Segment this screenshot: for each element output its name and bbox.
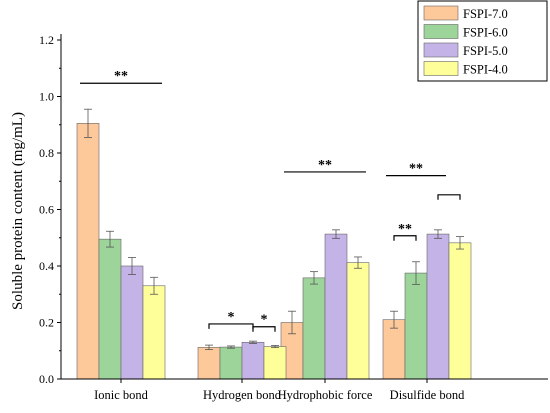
y-tick-label: 0.2 <box>39 316 54 330</box>
bar-FSPI-6.0-1 <box>219 346 243 380</box>
legend-swatch <box>423 24 459 39</box>
bars-layer <box>76 123 472 380</box>
legend-label: FSPI-5.0 <box>463 44 508 58</box>
significance-label: ** <box>409 162 423 177</box>
y-tick-label: 0.6 <box>39 203 54 217</box>
error-bars-layer <box>84 108 464 351</box>
bar-FSPI-4.0-3 <box>448 242 472 380</box>
significance-bracket <box>252 326 276 332</box>
significance-label: ** <box>114 69 128 84</box>
y-tick-label: 1.0 <box>39 90 54 104</box>
y-tick-label: 1.2 <box>39 33 54 47</box>
bar-FSPI-7.0-1 <box>197 347 221 380</box>
y-ticks-layer: 0.0 0.2 0.4 0.6 0.8 1.0 1.2 <box>39 33 61 386</box>
bar-FSPI-4.0-1 <box>263 346 287 380</box>
bar-FSPI-6.0-3 <box>404 272 428 380</box>
legend-label: FSPI-7.0 <box>463 7 508 21</box>
bar-FSPI-6.0-0 <box>98 238 122 380</box>
x-category-label: Ionic bond <box>94 388 149 402</box>
x-category-label: Hydrophobic force <box>278 388 373 402</box>
y-axis-label: Soluble protein content (mg/mL) <box>10 112 26 310</box>
significance-layer: *** ******* <box>80 69 461 332</box>
x-category-label: Hydrogen bond <box>203 388 282 402</box>
legend-label: FSPI-4.0 <box>463 63 508 77</box>
bar-FSPI-5.0-2 <box>324 233 348 380</box>
bar-FSPI-7.0-3 <box>382 319 406 380</box>
significance-label: ** <box>318 158 332 173</box>
y-tick-label: 0.8 <box>39 146 54 160</box>
significance-bracket <box>437 194 461 200</box>
significance-label: * <box>228 310 235 325</box>
y-tick-label: 0.0 <box>39 372 54 386</box>
bar-FSPI-7.0-0 <box>76 123 100 380</box>
bar-FSPI-5.0-0 <box>120 265 144 380</box>
legend-swatch <box>423 61 459 76</box>
legend-swatch <box>423 42 459 58</box>
y-tick-label: 0.4 <box>39 259 54 273</box>
significance-label: * <box>261 313 268 328</box>
significance-label: ** <box>398 222 412 237</box>
legend-label: FSPI-6.0 <box>463 26 508 40</box>
legend-swatch <box>423 5 459 21</box>
axes-layer <box>60 34 548 380</box>
significance-bracket <box>393 235 417 241</box>
bar-FSPI-4.0-0 <box>142 285 166 380</box>
bar-FSPI-5.0-3 <box>426 233 450 380</box>
legend: FSPI-7.0 FSPI-6.0 FSPI-5.0 FSPI-4.0 <box>417 0 548 82</box>
bar-FSPI-5.0-1 <box>241 341 265 380</box>
x-category-label: Disulfide bond <box>390 388 465 402</box>
bar-FSPI-6.0-2 <box>302 277 326 380</box>
bar-FSPI-4.0-2 <box>346 262 370 380</box>
